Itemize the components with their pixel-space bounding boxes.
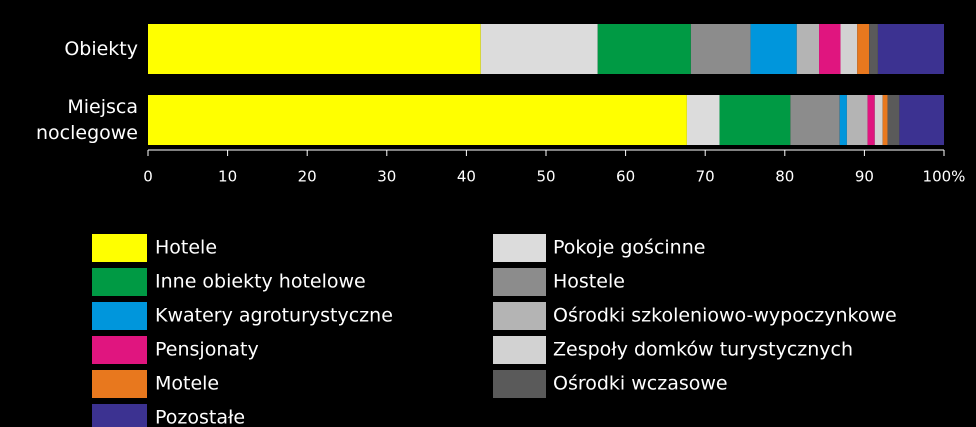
legend-swatch: [92, 268, 147, 296]
bar-segment: [899, 95, 944, 145]
bar-segment: [840, 24, 858, 74]
legend-label: Motele: [155, 373, 219, 395]
bar-segment: [148, 24, 481, 74]
legend-swatch: [92, 404, 147, 427]
bar-segment: [719, 95, 791, 145]
legend-label: Zespoły domków turystycznych: [553, 339, 853, 361]
x-tick-label: 70: [696, 168, 715, 186]
legend-label: Inne obiekty hotelowe: [155, 271, 366, 293]
legend-swatch: [92, 234, 147, 262]
x-tick-label: 90: [855, 168, 874, 186]
bar-segment: [790, 95, 840, 145]
bar-segment: [796, 24, 820, 74]
bar-segment: [819, 24, 841, 74]
bar-segment: [882, 95, 888, 145]
bar-segment: [597, 24, 691, 74]
bar-segment: [869, 24, 878, 74]
legend-swatch: [493, 370, 546, 398]
legend-label: Pensjonaty: [155, 339, 259, 361]
legend-label: Ośrodki wczasowe: [553, 373, 728, 395]
bar-segment: [480, 24, 598, 74]
legend-label: Ośrodki szkoleniowo-wypoczynkowe: [553, 305, 897, 327]
legend-label: Pokoje gościnne: [553, 237, 705, 259]
legend-label: Pozostałe: [155, 407, 245, 427]
bar-segment: [874, 95, 883, 145]
legend-swatch: [493, 234, 546, 262]
x-tick-label: 50: [536, 168, 555, 186]
legend-swatch: [92, 336, 147, 364]
legend-label: Hostele: [553, 271, 625, 293]
legend-label: Kwatery agroturystyczne: [155, 305, 393, 327]
bar-segment: [686, 95, 720, 145]
bar-segment: [846, 95, 868, 145]
x-tick-label: 0: [143, 168, 153, 186]
bar-segment: [887, 95, 900, 145]
x-tick-label: 60: [616, 168, 635, 186]
x-tick-label: 30: [377, 168, 396, 186]
category-label: Obiekty: [64, 38, 138, 60]
x-tick-label: 80: [775, 168, 794, 186]
bar-segment: [857, 24, 870, 74]
legend-swatch: [92, 370, 147, 398]
bar-segment: [867, 95, 875, 145]
legend-swatch: [493, 336, 546, 364]
x-tick-label: 100%: [923, 168, 966, 186]
bar-segment: [148, 95, 687, 145]
x-tick-label: 40: [457, 168, 476, 186]
bar-segment: [877, 24, 944, 74]
category-label: Miejsca noclegowe: [36, 96, 138, 144]
bar-segment: [839, 95, 847, 145]
legend-swatch: [92, 302, 147, 330]
x-tick-label: 20: [298, 168, 317, 186]
x-tick-label: 10: [218, 168, 237, 186]
legend-label: Hotele: [155, 237, 217, 259]
bar-segment: [750, 24, 797, 74]
legend-swatch: [493, 268, 546, 296]
bar-segment: [690, 24, 751, 74]
legend-swatch: [493, 302, 546, 330]
